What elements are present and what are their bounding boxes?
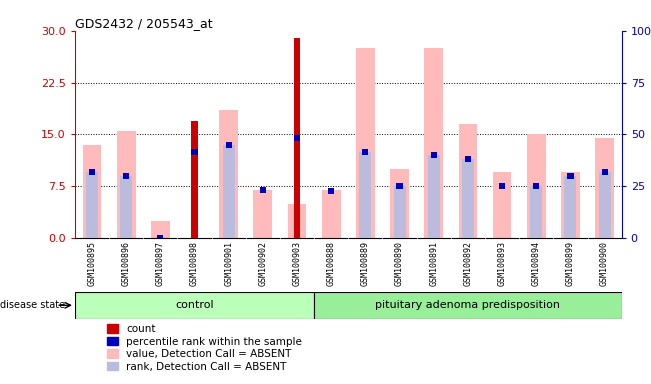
Bar [294,38,300,238]
Text: GSM100889: GSM100889 [361,241,370,286]
Text: disease state: disease state [0,300,65,310]
Bar [462,159,474,238]
Bar [424,48,443,238]
Text: GSM100895: GSM100895 [87,241,96,286]
Bar [191,149,197,155]
Bar [564,176,576,238]
Bar [561,172,580,238]
Bar [431,152,437,158]
Text: GSM100899: GSM100899 [566,241,575,286]
Bar [86,172,98,238]
Bar [191,121,197,238]
Bar [568,173,574,179]
Bar [356,48,375,238]
Bar [394,186,406,238]
Bar [123,173,129,179]
Bar [595,138,614,238]
Bar [328,188,334,194]
Text: GSM100897: GSM100897 [156,241,165,286]
Bar [493,172,512,238]
Bar [428,155,439,238]
Text: GSM100898: GSM100898 [190,241,199,286]
Bar [260,187,266,193]
Bar [151,221,170,238]
Bar [465,156,471,162]
Text: pituitary adenoma predisposition: pituitary adenoma predisposition [376,300,561,310]
Bar [223,145,234,238]
Text: GSM100903: GSM100903 [292,241,301,286]
Text: control: control [175,300,214,310]
Bar [294,135,300,141]
Bar [458,124,477,238]
Bar [158,235,163,241]
Bar [396,183,402,189]
Text: GSM100893: GSM100893 [497,241,506,286]
Bar [75,292,314,319]
Legend: count, percentile rank within the sample, value, Detection Call = ABSENT, rank, : count, percentile rank within the sample… [107,324,302,372]
Bar [117,131,135,238]
Bar [219,110,238,238]
Text: GSM100888: GSM100888 [327,241,336,286]
Bar [83,145,102,238]
Bar [363,149,368,155]
Bar [527,134,546,238]
Text: GSM100902: GSM100902 [258,241,268,286]
Bar [499,183,505,189]
Text: GSM100894: GSM100894 [532,241,541,286]
Bar [89,169,95,175]
Bar [531,186,542,238]
Text: GSM100901: GSM100901 [224,241,233,286]
Bar [390,169,409,238]
Bar [226,142,232,148]
Text: GSM100900: GSM100900 [600,241,609,286]
Text: GSM100890: GSM100890 [395,241,404,286]
Bar [599,172,611,238]
Bar [359,152,371,238]
Bar [314,292,622,319]
Bar [288,204,307,238]
Bar [120,176,132,238]
Text: GSM100896: GSM100896 [122,241,131,286]
Text: GSM100891: GSM100891 [429,241,438,286]
Bar [253,190,272,238]
Text: GDS2432 / 205543_at: GDS2432 / 205543_at [75,17,212,30]
Bar [602,169,607,175]
Bar [533,183,539,189]
Bar [322,190,340,238]
Text: GSM100892: GSM100892 [464,241,473,286]
